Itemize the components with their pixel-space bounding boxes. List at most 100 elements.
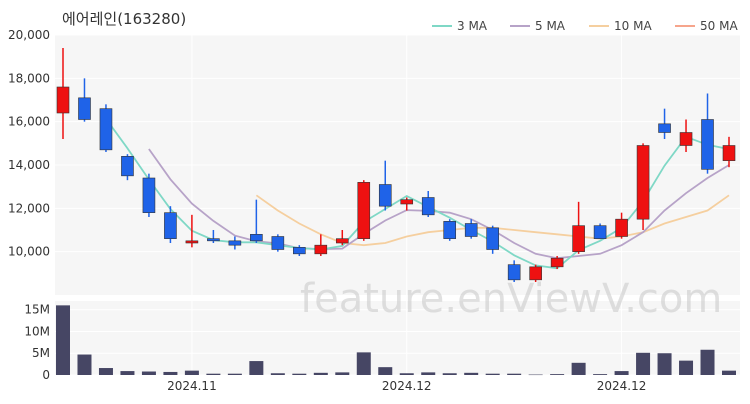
volume-bar — [636, 352, 651, 375]
legend-label: 5 MA — [535, 19, 566, 33]
candle — [443, 219, 457, 241]
volume-bar — [249, 361, 264, 375]
volume-bar — [657, 353, 672, 375]
candle — [400, 197, 414, 211]
candle-body — [164, 212, 177, 239]
volume-bar — [593, 374, 608, 375]
x-tick-label: 2024.12 — [597, 379, 647, 393]
candle — [56, 48, 70, 139]
candle — [357, 180, 371, 241]
volume-bar — [528, 374, 543, 376]
candle-body — [421, 197, 435, 216]
volume-bar — [98, 368, 113, 375]
volume-bar — [335, 372, 350, 375]
candle-body — [250, 234, 263, 242]
volume-bar — [77, 354, 92, 375]
candle — [378, 160, 392, 211]
candle-body — [378, 184, 392, 207]
volume-bar — [679, 360, 694, 375]
volume-bar — [442, 373, 457, 375]
volume-bar — [206, 373, 221, 375]
candle-body — [464, 223, 478, 237]
candle-body — [56, 86, 70, 114]
candle — [507, 260, 521, 282]
candlesticks — [56, 48, 736, 282]
volume-axis: 0 5M 10M 15M — [24, 303, 50, 382]
candle — [207, 230, 220, 243]
candle — [722, 136, 736, 168]
candle-body — [185, 240, 199, 244]
price-tick-label: 12,000 — [8, 201, 50, 215]
candle — [615, 212, 628, 239]
candle-body — [357, 182, 371, 239]
volume-bars — [56, 305, 736, 376]
candle — [486, 225, 499, 254]
volume-bar — [614, 371, 629, 375]
candle — [314, 234, 328, 256]
volume-bar — [120, 371, 135, 375]
candle-body — [99, 108, 113, 151]
candle — [271, 234, 285, 252]
x-axis: 2024.11 2024.12 2024.12 — [167, 379, 646, 393]
volume-tick-label: 10M — [24, 324, 50, 338]
candle — [464, 219, 478, 239]
legend: 3 MA 5 MA 10 MA 50 MA — [432, 19, 738, 33]
candle-body — [142, 177, 156, 213]
candle — [185, 214, 199, 248]
volume-bar — [700, 349, 715, 375]
candle-body — [314, 244, 328, 255]
candle-body — [722, 145, 736, 161]
volume-bar — [141, 371, 156, 375]
candle-body — [228, 240, 242, 246]
candle — [335, 230, 349, 246]
candle-body — [400, 199, 414, 205]
price-tick-label: 18,000 — [8, 71, 50, 85]
candle-body — [207, 238, 220, 242]
volume-tick-label: 0 — [42, 368, 50, 382]
chart-title: 에어레인(163280) — [62, 10, 186, 28]
candle — [78, 78, 91, 122]
candle-body — [271, 236, 285, 250]
candle — [293, 245, 306, 256]
volume-bar — [464, 372, 479, 375]
legend-label: 50 MA — [700, 19, 738, 33]
x-tick-label: 2024.12 — [382, 379, 432, 393]
candle — [421, 191, 435, 217]
volume-bar — [270, 373, 285, 375]
volume-bar — [399, 373, 414, 375]
candle-body — [550, 257, 564, 268]
candle — [250, 199, 263, 243]
candle — [679, 119, 693, 152]
volume-tick-label: 15M — [24, 303, 50, 317]
volume-plot-area — [55, 301, 740, 375]
candle-body — [486, 227, 499, 250]
candle — [529, 264, 542, 282]
x-tick-label: 2024.11 — [167, 379, 217, 393]
volume-bar — [421, 372, 436, 375]
volume-bar — [227, 373, 242, 375]
candle-body — [593, 225, 607, 239]
price-axis: 10,000 12,000 14,000 16,000 18,000 20,000 — [8, 28, 50, 259]
volume-tick-label: 5M — [32, 346, 50, 360]
candle-body — [78, 97, 91, 120]
price-tick-label: 10,000 — [8, 245, 50, 259]
legend-label: 3 MA — [457, 19, 488, 33]
candle-body — [701, 119, 714, 170]
volume-bar — [722, 370, 736, 375]
watermark: feature.enViewV.com — [300, 276, 722, 322]
candle-body — [615, 218, 628, 237]
candle — [636, 143, 650, 230]
volume-bar — [550, 374, 565, 375]
candle — [572, 201, 585, 254]
candle — [550, 256, 564, 269]
candle — [701, 93, 714, 174]
candle-body — [507, 264, 521, 281]
volume-bar — [292, 373, 307, 375]
candle-body — [335, 238, 349, 244]
candle-body — [293, 247, 306, 255]
price-tick-label: 20,000 — [8, 28, 50, 42]
candle — [164, 206, 177, 243]
candle — [658, 108, 671, 139]
